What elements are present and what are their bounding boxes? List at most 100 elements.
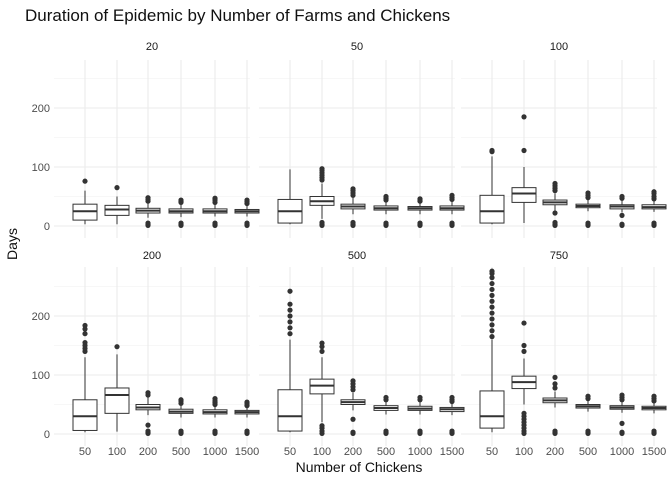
boxplot-200 xyxy=(542,374,568,437)
outlier-point xyxy=(244,399,250,405)
outlier-point xyxy=(145,195,151,201)
boxplot-1500 xyxy=(439,192,465,229)
outlier-point xyxy=(178,397,184,403)
boxplot-100 xyxy=(511,320,537,437)
outlier-point xyxy=(552,385,558,391)
outlier-point xyxy=(383,193,389,200)
outlier-point xyxy=(287,325,293,331)
outlier-point xyxy=(350,219,356,226)
box-iqr xyxy=(479,194,505,224)
outlier-point xyxy=(212,428,218,434)
boxplot-1500 xyxy=(234,197,260,229)
y-tick-label: 0 xyxy=(44,221,50,233)
x-tick-label: 1500 xyxy=(440,446,464,458)
outlier-point xyxy=(212,396,218,402)
x-tick-label: 100 xyxy=(515,446,533,458)
boxplot-50 xyxy=(72,322,98,433)
outlier-point xyxy=(585,428,591,434)
outlier-point xyxy=(417,394,423,401)
y-tick-label: 200 xyxy=(32,103,50,115)
outlier-point xyxy=(521,147,527,154)
outlier-point xyxy=(619,392,625,398)
outlier-point xyxy=(114,185,120,191)
box-iqr xyxy=(277,389,303,432)
outlier-point xyxy=(287,301,293,307)
outlier-point xyxy=(350,429,356,435)
outlier-point xyxy=(619,193,625,200)
x-tick-label: 1500 xyxy=(642,446,666,458)
outlier-point xyxy=(489,280,495,287)
outlier-point xyxy=(449,394,455,401)
x-tick-label: 1000 xyxy=(408,446,432,458)
outlier-point xyxy=(449,192,455,198)
boxplot-200 xyxy=(135,195,161,229)
boxplot-500 xyxy=(575,393,601,437)
facet-panel-50: 50 xyxy=(259,41,465,238)
outlier-point xyxy=(651,393,657,399)
outlier-point xyxy=(619,429,625,435)
x-tick-label: 200 xyxy=(344,446,362,458)
outlier-point xyxy=(287,319,293,325)
boxplot-100 xyxy=(104,344,130,432)
outlier-point xyxy=(489,292,495,298)
facet-panel-750: 750 50 100 200 500 1000 1500 xyxy=(461,250,667,458)
boxplot-1000 xyxy=(407,196,433,229)
outlier-point xyxy=(489,268,495,274)
outlier-point xyxy=(178,220,184,226)
box-iqr xyxy=(72,399,98,431)
boxplot-500 xyxy=(373,193,399,229)
outlier-point xyxy=(383,394,389,401)
outlier-point xyxy=(489,275,495,281)
outlier-point xyxy=(178,428,184,434)
outlier-point xyxy=(319,219,325,226)
facet-strip-label: 100 xyxy=(550,41,568,53)
boxplot-200 xyxy=(340,186,366,229)
boxplot-1000 xyxy=(609,392,635,437)
boxplot-200 xyxy=(340,378,366,437)
boxplot-100 xyxy=(511,114,537,224)
outlier-point xyxy=(552,428,558,434)
y-tick-label: 0 xyxy=(44,429,50,441)
facet-panel-200: 200 0 100 200 50 100 200 500 1000 1500 xyxy=(32,250,260,458)
outlier-point xyxy=(489,322,495,328)
outlier-point xyxy=(145,428,151,434)
outlier-point xyxy=(244,220,250,226)
x-tick-label: 500 xyxy=(377,446,395,458)
x-tick-label: 1000 xyxy=(203,446,227,458)
y-tick-label: 100 xyxy=(32,162,50,174)
outlier-point xyxy=(521,348,527,354)
outlier-point xyxy=(489,334,495,340)
facet-strip-label: 200 xyxy=(143,250,161,262)
x-axis-title: Number of Chickens xyxy=(296,459,423,475)
boxplot-200 xyxy=(135,390,161,437)
y-tick-label: 100 xyxy=(32,370,50,382)
outlier-point xyxy=(489,304,495,310)
outlier-point xyxy=(521,410,527,416)
facet-strip-label: 500 xyxy=(348,250,366,262)
boxplot-1500 xyxy=(641,393,667,437)
facet-panel-500: 500 50 100 200 500 1000 1500 xyxy=(259,250,465,458)
box-iqr xyxy=(104,387,130,414)
x-tick-label: 500 xyxy=(172,446,190,458)
x-tick-label: 100 xyxy=(108,446,126,458)
x-tick-label: 100 xyxy=(313,446,331,458)
outlier-point xyxy=(489,310,495,316)
outlier-point xyxy=(651,428,657,434)
outlier-point xyxy=(319,340,325,346)
boxplot-50 xyxy=(277,169,303,225)
outlier-point xyxy=(521,114,527,120)
outlier-point xyxy=(489,328,495,334)
outlier-point xyxy=(212,220,218,226)
boxplot-1000 xyxy=(202,195,228,229)
outlier-point xyxy=(417,196,423,202)
outlier-point xyxy=(651,189,657,195)
boxplot-500 xyxy=(575,190,601,229)
outlier-point xyxy=(449,220,455,226)
outlier-point xyxy=(145,422,151,428)
outlier-point xyxy=(82,322,88,329)
boxplot-100 xyxy=(309,166,335,229)
box-iqr xyxy=(479,390,505,429)
outlier-point xyxy=(350,186,356,192)
